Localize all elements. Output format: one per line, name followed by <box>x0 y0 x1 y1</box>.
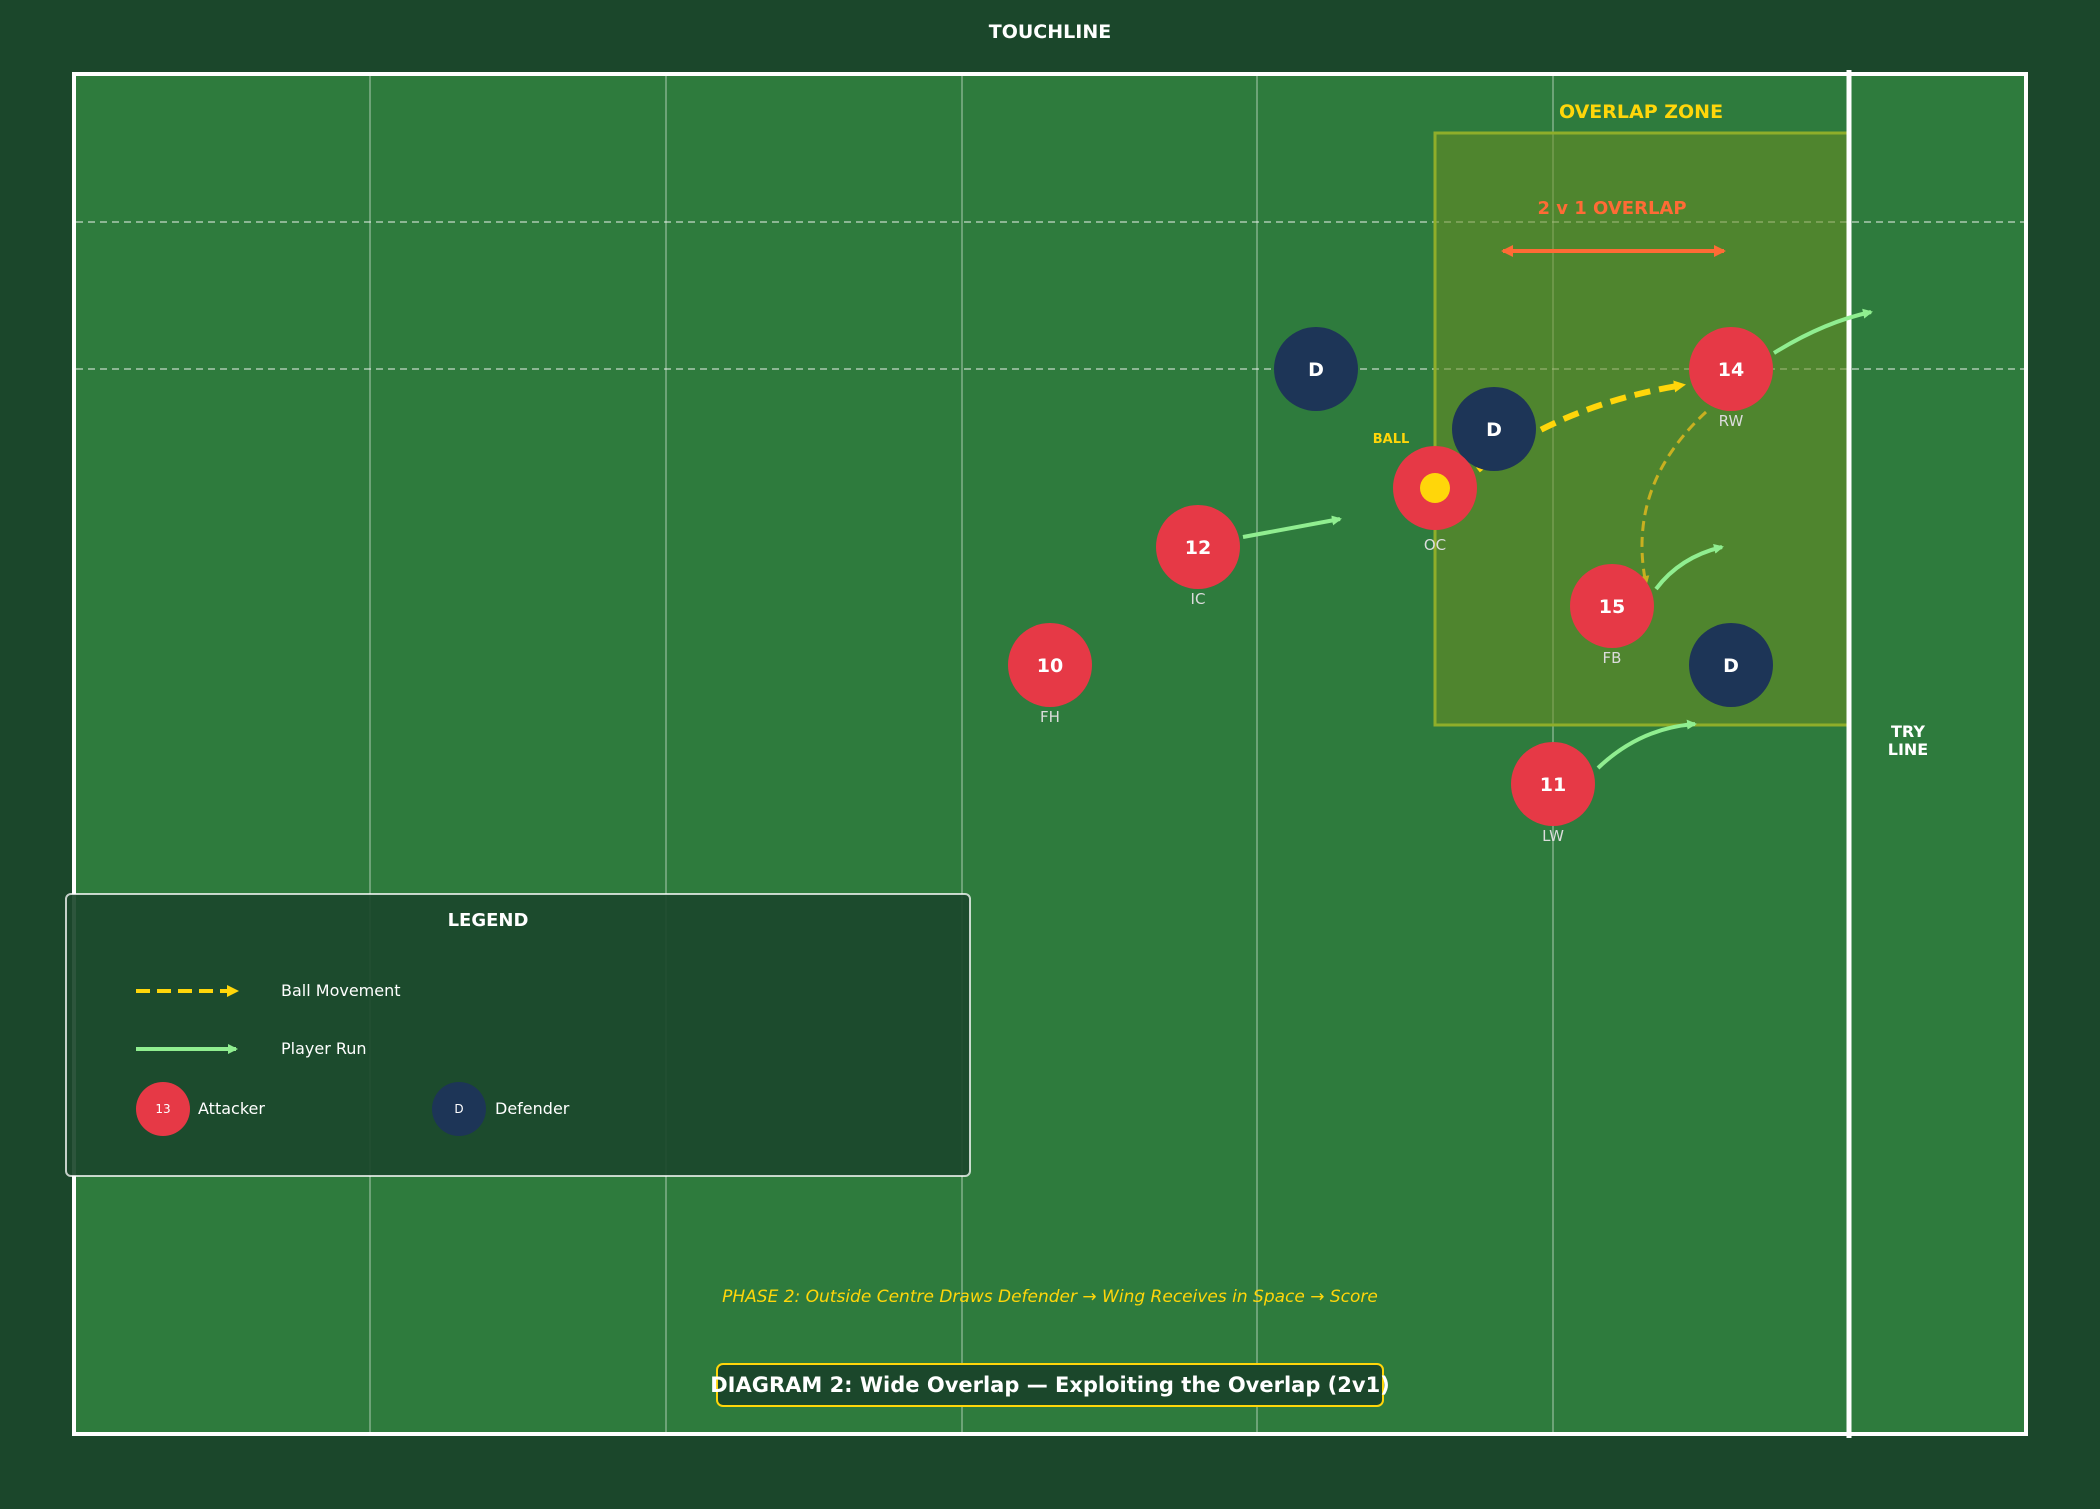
legend-title: LEGEND <box>448 910 529 931</box>
attacker-number: 15 <box>1599 596 1625 618</box>
defender-circle <box>1689 623 1773 707</box>
attacker-role: LW <box>1542 827 1564 845</box>
ball-icon <box>1420 473 1450 503</box>
legend-ball-movement-label: Ball Movement <box>281 981 401 1000</box>
legend-defender-label: Defender <box>495 1099 570 1118</box>
touchline-label: TOUCHLINE <box>989 21 1111 43</box>
attacker-role: FB <box>1603 649 1622 667</box>
defender: D <box>1274 327 1358 411</box>
legend: LEGEND Ball Movement Player Run 13 Attac… <box>65 893 971 1177</box>
legend-attacker-sample-number: 13 <box>155 1102 170 1116</box>
attacker-fb: 15 FB <box>1570 564 1654 667</box>
diagram-title: DIAGRAM 2: Wide Overlap — Exploiting the… <box>710 1373 1390 1397</box>
attacker-number: 10 <box>1037 655 1063 677</box>
run-arrow-rw <box>1772 308 1873 355</box>
attacker-circle <box>1008 623 1092 707</box>
defender-circle <box>1452 387 1536 471</box>
defender: D <box>1689 623 1773 707</box>
attacker-number: 12 <box>1185 537 1211 559</box>
legend-box <box>65 893 971 1177</box>
attacker-role: FH <box>1040 708 1060 726</box>
attacker-circle <box>1156 505 1240 589</box>
attacker-circle <box>1689 327 1773 411</box>
attacker-role: OC <box>1424 536 1446 554</box>
player-runs <box>1242 308 1873 770</box>
defender: D <box>1452 387 1536 471</box>
attacker-circle <box>1511 742 1595 826</box>
attacker-lw: 11 LW <box>1511 742 1595 845</box>
try-line-label: LINE <box>1888 740 1928 759</box>
overlap-2v1-label: 2 v 1 OVERLAP <box>1537 198 1686 219</box>
run-arrow-lw <box>1596 719 1697 770</box>
loop-option-arrow <box>1639 410 1708 586</box>
try-line-label: TRY <box>1891 722 1925 741</box>
attacker-rw: 14 RW <box>1689 327 1773 430</box>
legend-attacker-label: Attacker <box>198 1099 265 1118</box>
ball-label: BALL <box>1373 432 1410 447</box>
run-arrow-fb <box>1654 543 1724 591</box>
run-arrow-ic <box>1242 515 1342 539</box>
attacker-number: 14 <box>1718 359 1744 381</box>
defender-label: D <box>1308 359 1324 381</box>
legend-defender-sample-label: D <box>454 1102 463 1116</box>
diagram-title-box <box>716 1363 1384 1407</box>
defender-circle <box>1274 327 1358 411</box>
attacker-circle <box>1570 564 1654 648</box>
defender-label: D <box>1486 419 1502 441</box>
defender-label: D <box>1723 655 1739 677</box>
legend-player-run-label: Player Run <box>281 1039 367 1058</box>
attacker-ic: 12 IC <box>1156 505 1240 608</box>
attacker-number: 11 <box>1540 774 1566 796</box>
attacker-role: IC <box>1191 590 1206 608</box>
phase-caption: PHASE 2: Outside Centre Draws Defender →… <box>722 1287 1378 1307</box>
attacker-oc: OC BALL <box>1373 432 1477 554</box>
legend-defender-swatch <box>432 1082 486 1136</box>
attacker-role: RW <box>1719 412 1744 430</box>
overlap-zone-label: OVERLAP ZONE <box>1559 101 1723 123</box>
legend-attacker-swatch <box>136 1082 190 1136</box>
attacker-fh: 10 FH <box>1008 623 1092 726</box>
